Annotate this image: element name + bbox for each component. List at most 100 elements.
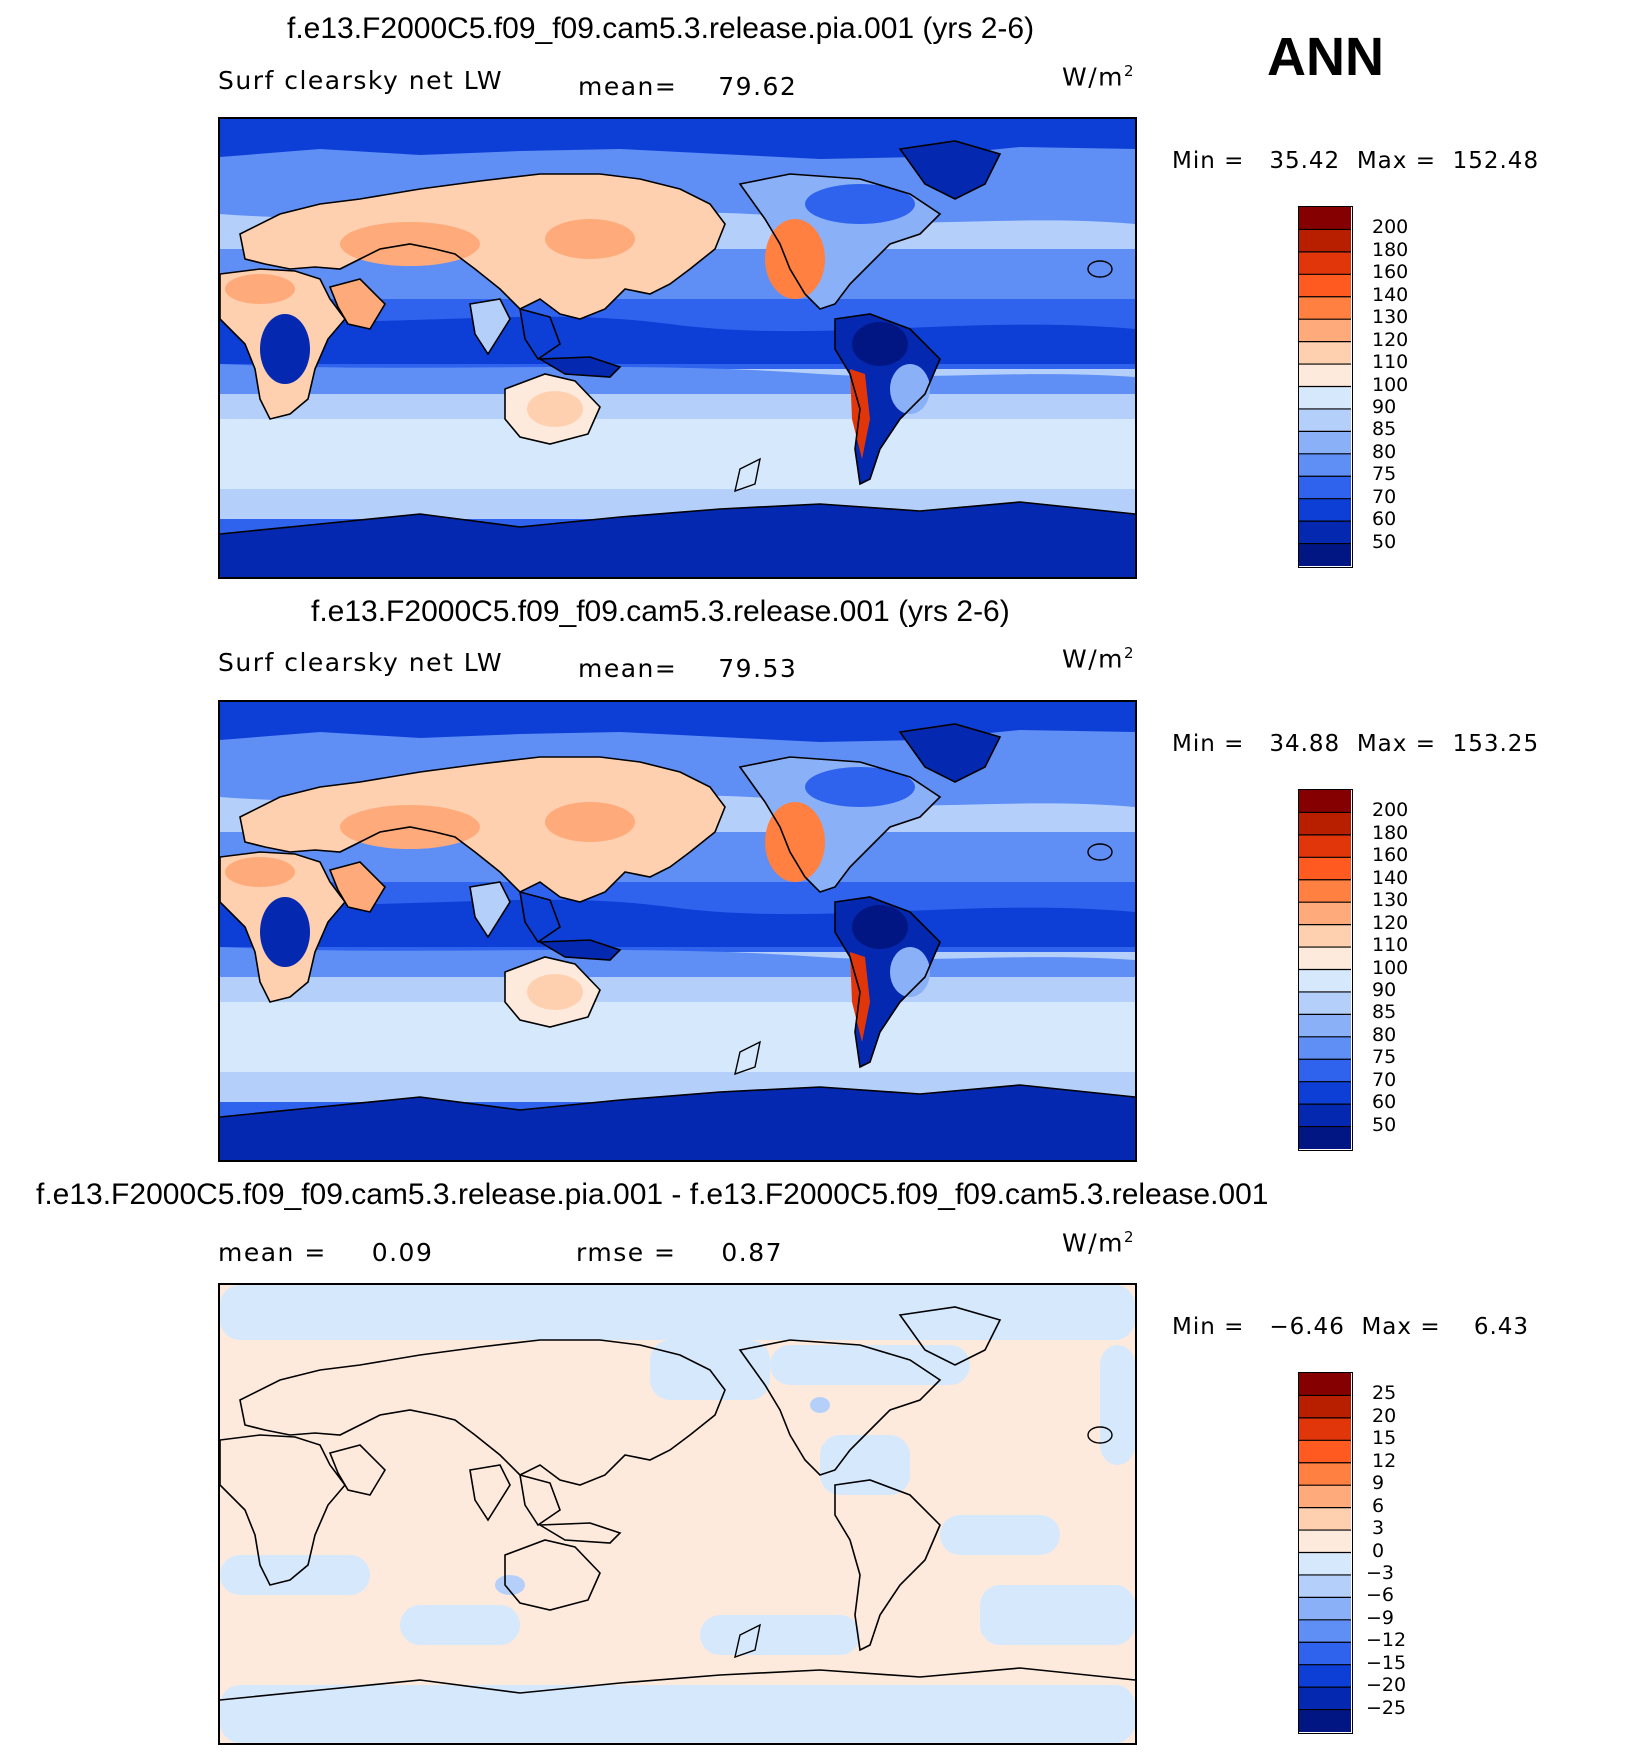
- colorbar-tick-label: 80: [1372, 1023, 1397, 1046]
- colorbar-tick-label: −25: [1366, 1696, 1407, 1719]
- colorbar-tick-label: 130: [1372, 889, 1409, 912]
- colorbar-tick-label: 180: [1372, 238, 1409, 261]
- panel-2-colorbar-labels: 200 180 160 140 130 120 110 100 90 85 80 75 70 60 50: [1366, 789, 1446, 1151]
- colorbar-swatch: [1299, 1664, 1351, 1688]
- colorbar-tick-label: 90: [1372, 978, 1397, 1001]
- colorbar-tick-label: 160: [1372, 844, 1409, 867]
- panel-1-units: W/m2: [1062, 62, 1136, 92]
- colorbar-swatch: [1299, 229, 1351, 253]
- panel-1-colorbar-swatches: [1299, 207, 1351, 566]
- colorbar-swatch: [1299, 1081, 1351, 1105]
- panel-1-min-value: 35.42: [1269, 148, 1341, 174]
- colorbar-tick-label: 70: [1372, 1068, 1397, 1091]
- panel-3-map: [218, 1283, 1137, 1745]
- colorbar-tick-label: 120: [1372, 911, 1409, 934]
- panel-2-mean: mean= 79.53: [578, 654, 797, 683]
- colorbar-swatch: [1299, 902, 1351, 926]
- colorbar-tick-label: 160: [1372, 261, 1409, 284]
- colorbar-swatch: [1299, 319, 1351, 343]
- colorbar-tick-label: 60: [1372, 508, 1397, 531]
- panel-1-colorbar: [1298, 206, 1353, 568]
- colorbar-tick-label: 6: [1372, 1494, 1385, 1517]
- colorbar-tick-label: 25: [1372, 1382, 1397, 1405]
- colorbar-tick-label: 70: [1372, 485, 1397, 508]
- colorbar-tick-label: 80: [1372, 440, 1397, 463]
- colorbar-tick-label: 3: [1372, 1517, 1385, 1540]
- panel-3-min-label: Min =: [1172, 1314, 1245, 1340]
- colorbar-swatch: [1299, 857, 1351, 881]
- panel-2-map-field: [220, 702, 1135, 1160]
- colorbar-tick-label: −3: [1366, 1561, 1395, 1584]
- panel-2-mean-value: 79.53: [718, 654, 798, 683]
- colorbar-swatch: [1299, 991, 1351, 1015]
- panel-1-max-value: 152.48: [1452, 148, 1540, 174]
- colorbar-tick-label: 130: [1372, 306, 1409, 329]
- colorbar-swatch: [1299, 1687, 1351, 1711]
- colorbar-tick-label: 110: [1372, 934, 1409, 957]
- colorbar-swatch: [1299, 1485, 1351, 1509]
- colorbar-swatch: [1299, 207, 1351, 230]
- colorbar-tick-label: 90: [1372, 395, 1397, 418]
- panel-1-mean-value: 79.62: [718, 72, 798, 101]
- panel-1-map: [218, 117, 1137, 579]
- panel-3-colorbar-labels: 25 20 15 12 9 6 3 0 −3 −6 −9 −12 −15 −20 −25: [1366, 1372, 1446, 1734]
- panel-2-mean-label: mean=: [578, 654, 678, 683]
- colorbar-swatch: [1299, 969, 1351, 993]
- colorbar-swatch: [1299, 812, 1351, 836]
- colorbar-swatch: [1299, 431, 1351, 455]
- season-label: ANN: [1267, 27, 1384, 87]
- panel-3-rmse-value: 0.87: [721, 1238, 784, 1267]
- panel-3-rmse: rmse = 0.87: [576, 1238, 783, 1267]
- panel-3-mean-value: 0.09: [371, 1238, 434, 1267]
- colorbar-swatch: [1299, 924, 1351, 948]
- colorbar-swatch: [1299, 1530, 1351, 1553]
- colorbar-swatch: [1299, 790, 1351, 813]
- colorbar-swatch: [1299, 498, 1351, 522]
- panel-2-units: W/m2: [1062, 644, 1136, 674]
- colorbar-tick-label: 20: [1372, 1404, 1397, 1427]
- panel-3-rmse-label: rmse =: [576, 1238, 677, 1267]
- colorbar-tick-label: 120: [1372, 328, 1409, 351]
- colorbar-swatch: [1299, 1619, 1351, 1643]
- colorbar-tick-label: 50: [1372, 1113, 1397, 1136]
- panel-3-mean: mean = 0.09: [218, 1238, 433, 1267]
- panel-1-mean-label: mean=: [578, 72, 678, 101]
- colorbar-tick-label: 75: [1372, 1046, 1397, 1069]
- panel-2-min-label: Min =: [1172, 731, 1245, 757]
- panel-3-colorbar-swatches: [1299, 1373, 1351, 1732]
- colorbar-swatch: [1299, 1059, 1351, 1083]
- panel-3-minmax: Min = −6.46 Max = 6.43: [1172, 1314, 1529, 1340]
- colorbar-swatch: [1299, 1574, 1351, 1598]
- colorbar-swatch: [1299, 1597, 1351, 1621]
- colorbar-tick-label: 60: [1372, 1091, 1397, 1114]
- colorbar-swatch: [1299, 408, 1351, 432]
- colorbar-tick-label: 140: [1372, 283, 1409, 306]
- panel-2-title: f.e13.F2000C5.f09_f09.cam5.3.release.001…: [311, 595, 1010, 628]
- colorbar-swatch: [1299, 251, 1351, 275]
- panel-1-min-label: Min =: [1172, 148, 1245, 174]
- panel-3-colorbar: [1298, 1372, 1353, 1734]
- panel-2-minmax: Min = 34.88 Max = 153.25: [1172, 731, 1539, 757]
- colorbar-swatch: [1299, 834, 1351, 858]
- colorbar-tick-label: 100: [1372, 956, 1409, 979]
- colorbar-swatch: [1299, 1036, 1351, 1060]
- panel-2-colorbar-swatches: [1299, 790, 1351, 1149]
- colorbar-swatch: [1299, 521, 1351, 545]
- panel-2-variable: Surf clearsky net LW: [218, 648, 504, 677]
- colorbar-tick-label: 15: [1372, 1427, 1397, 1450]
- panel-1-minmax: Min = 35.42 Max = 152.48: [1172, 148, 1539, 174]
- panel-3-min-value: −6.46: [1269, 1314, 1345, 1340]
- panel-3-units: W/m2: [1062, 1228, 1136, 1258]
- colorbar-swatch: [1299, 1014, 1351, 1038]
- colorbar-tick-label: −9: [1366, 1606, 1395, 1629]
- colorbar-tick-label: 110: [1372, 351, 1409, 374]
- panel-1-max-label: Max =: [1356, 148, 1436, 174]
- colorbar-swatch: [1299, 1440, 1351, 1464]
- colorbar-tick-label: 85: [1372, 1001, 1397, 1024]
- colorbar-swatch: [1299, 274, 1351, 298]
- colorbar-tick-label: 75: [1372, 463, 1397, 486]
- colorbar-swatch: [1299, 364, 1351, 387]
- panel-3-map-field: [220, 1285, 1135, 1743]
- colorbar-tick-label: 50: [1372, 530, 1397, 553]
- panel-3-max-value: 6.43: [1473, 1314, 1530, 1340]
